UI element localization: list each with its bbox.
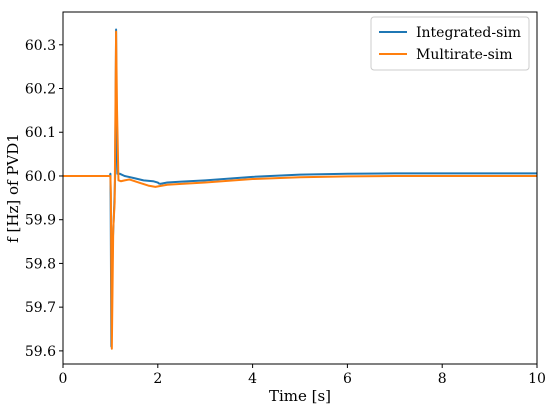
x-tick-label: 6: [343, 371, 352, 387]
y-axis-label: f [Hz] of PVD1: [4, 133, 22, 243]
legend-box: [370, 16, 530, 71]
x-tick-label: 8: [438, 371, 447, 387]
legend: Integrated-sim Multirate-sim: [370, 16, 530, 71]
plot-lines: [63, 28, 537, 350]
y-tick-label: 60.3: [25, 38, 56, 54]
y-tick-label: 59.8: [25, 256, 56, 272]
x-tick-label: 10: [528, 371, 546, 387]
x-tick-label: 2: [153, 371, 162, 387]
x-tick-label: 0: [59, 371, 68, 387]
x-axis-label: Time [s]: [269, 387, 331, 405]
y-tick-label: 60.1: [25, 125, 56, 141]
y-tick-label: 59.9: [25, 213, 56, 229]
y-tick-label: 60.0: [25, 169, 56, 185]
plot-frame: [62, 11, 538, 365]
x-tick-label: 4: [248, 371, 257, 387]
legend-label: Integrated-sim: [416, 25, 521, 41]
y-tick-label: 59.7: [25, 300, 56, 316]
y-axis-ticks: 59.6 59.7 59.8 59.9 60.0 60.1 60.2 60.3: [25, 38, 63, 360]
series-line-integrated-sim: [63, 28, 537, 348]
y-tick-label: 59.6: [25, 344, 56, 360]
x-axis-ticks: 0 2 4 6 8 10: [59, 364, 546, 387]
legend-label: Multirate-sim: [416, 47, 513, 63]
series-line-multirate-sim: [63, 30, 537, 350]
y-tick-label: 60.2: [25, 82, 56, 98]
